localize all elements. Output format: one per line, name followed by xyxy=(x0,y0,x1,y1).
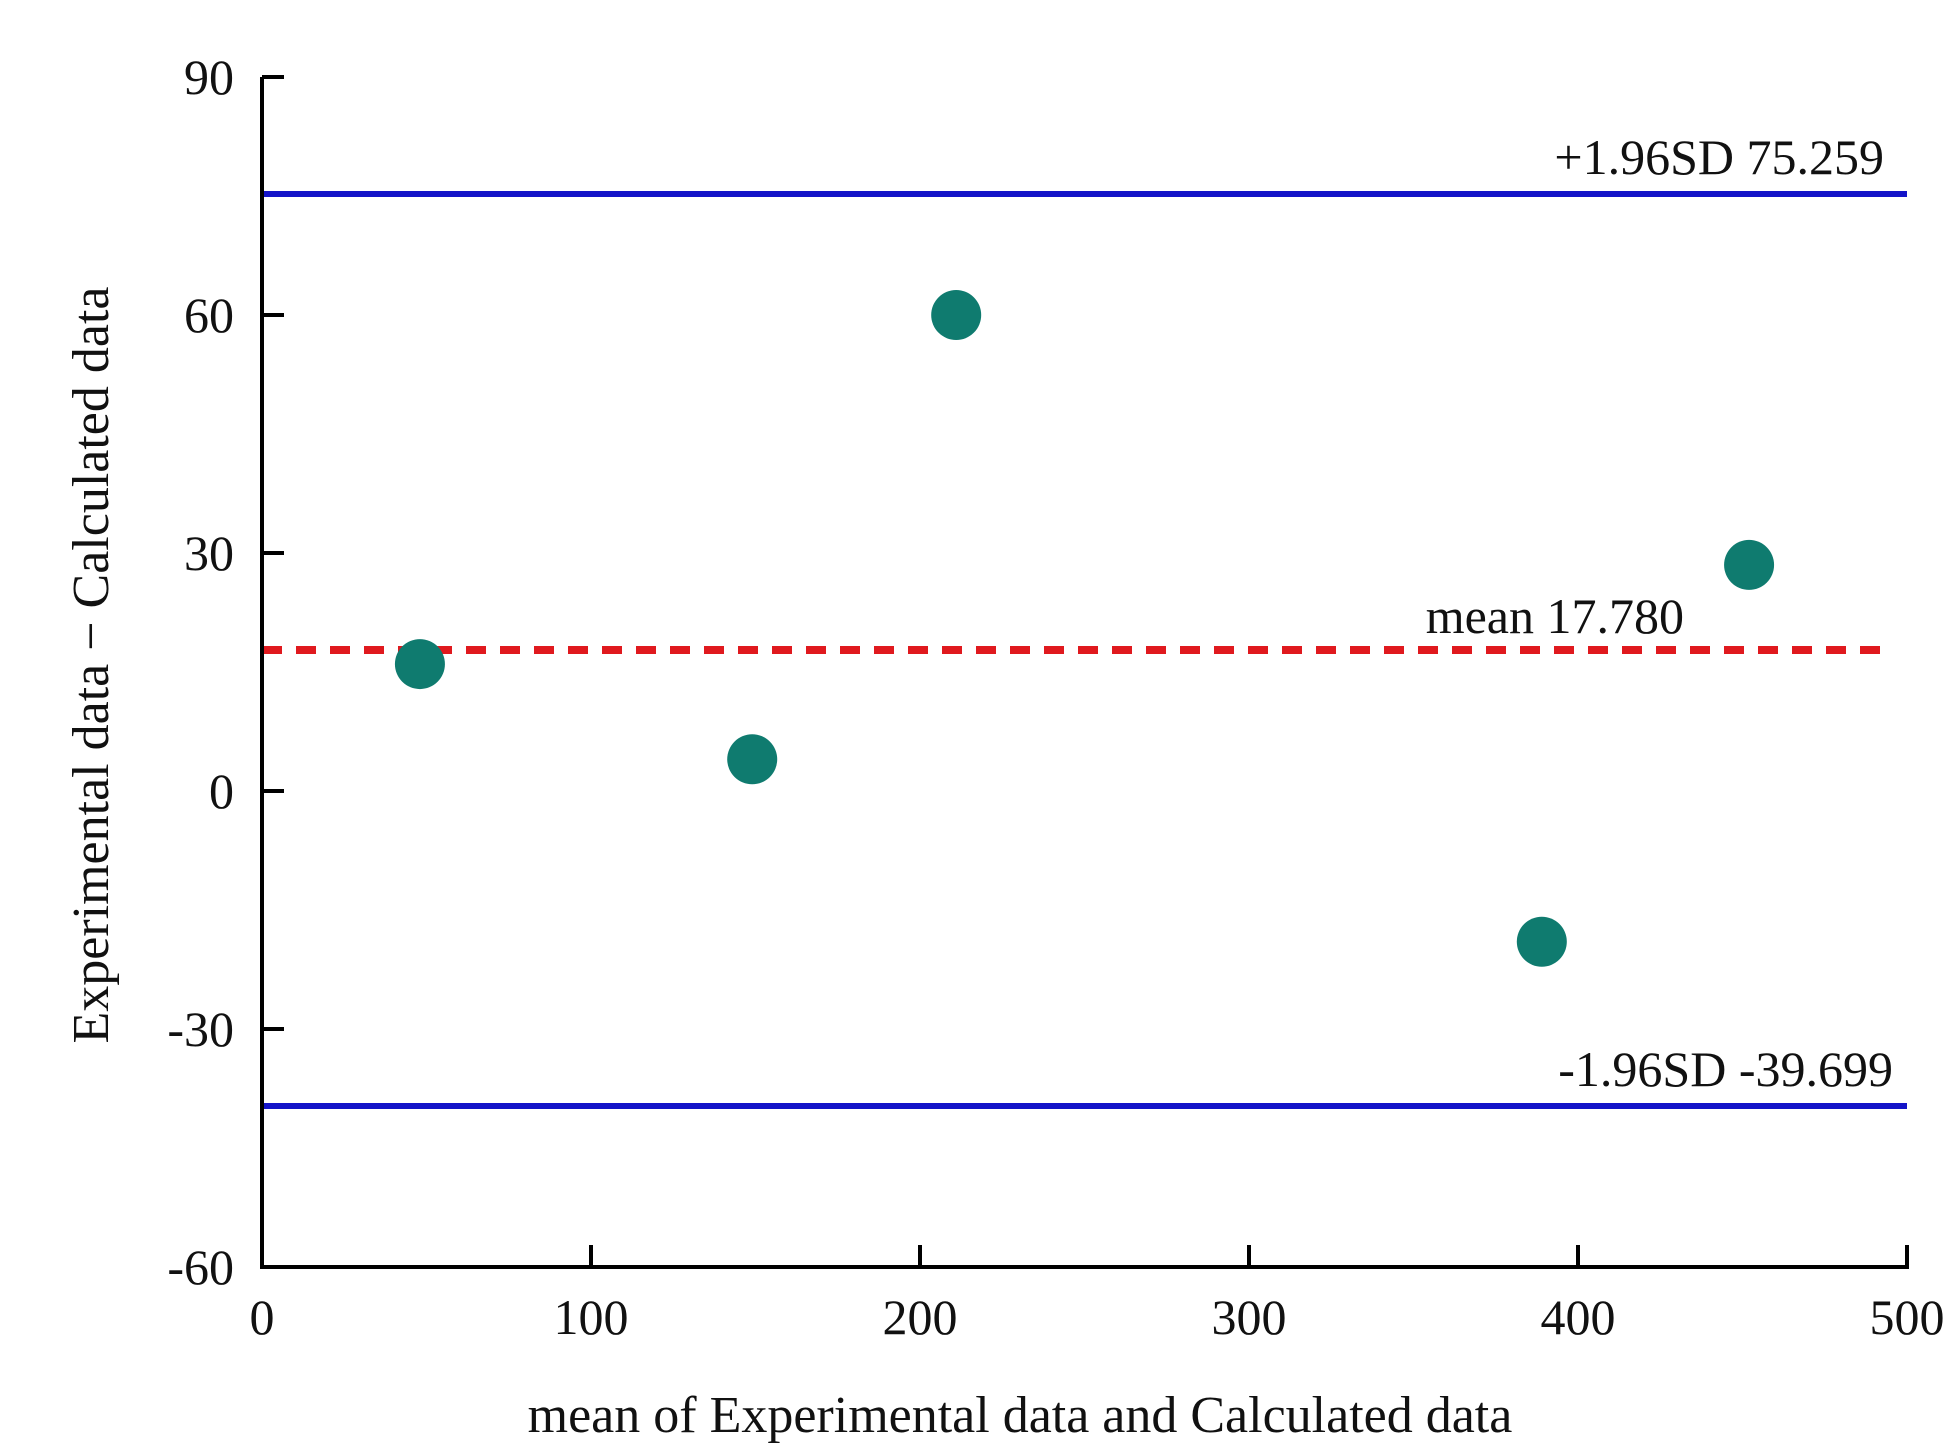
upper-limit-label: +1.96SD 75.259 xyxy=(1554,129,1884,185)
data-point xyxy=(727,734,778,785)
lower-limit-label: -1.96SD -39.699 xyxy=(1558,1041,1893,1097)
x-axis-title: mean of Experimental data and Calculated… xyxy=(528,1387,1513,1444)
x-tick-label: 200 xyxy=(883,1289,958,1345)
y-tick-label: 0 xyxy=(209,763,234,819)
x-tick-label: 500 xyxy=(1870,1289,1945,1345)
x-tick-label: 100 xyxy=(554,1289,629,1345)
data-point xyxy=(1516,916,1567,967)
data-point xyxy=(931,290,982,340)
y-axis-title: Experimental data − Calculated data xyxy=(63,287,120,1044)
reference-labels: +1.96SD 75.259 mean 17.780 -1.96SD -39.699 xyxy=(1426,129,1893,1097)
x-tick-label: 400 xyxy=(1541,1289,1616,1345)
y-tick-label: 30 xyxy=(184,525,234,581)
y-tick-label: 90 xyxy=(184,49,234,105)
y-tick-label: 60 xyxy=(184,287,234,343)
data-point xyxy=(1724,539,1775,590)
x-tick-label: 0 xyxy=(250,1289,275,1345)
axes: 0 100 200 300 400 500 -60 -30 0 30 60 90 xyxy=(167,49,1944,1345)
reference-lines xyxy=(262,190,1907,1109)
x-tick-label: 300 xyxy=(1212,1289,1287,1345)
y-tick-label: -60 xyxy=(167,1239,234,1295)
y-tick-label: -30 xyxy=(167,1001,234,1057)
data-points xyxy=(394,290,1775,967)
data-point xyxy=(394,639,445,690)
mean-label: mean 17.780 xyxy=(1426,588,1684,644)
